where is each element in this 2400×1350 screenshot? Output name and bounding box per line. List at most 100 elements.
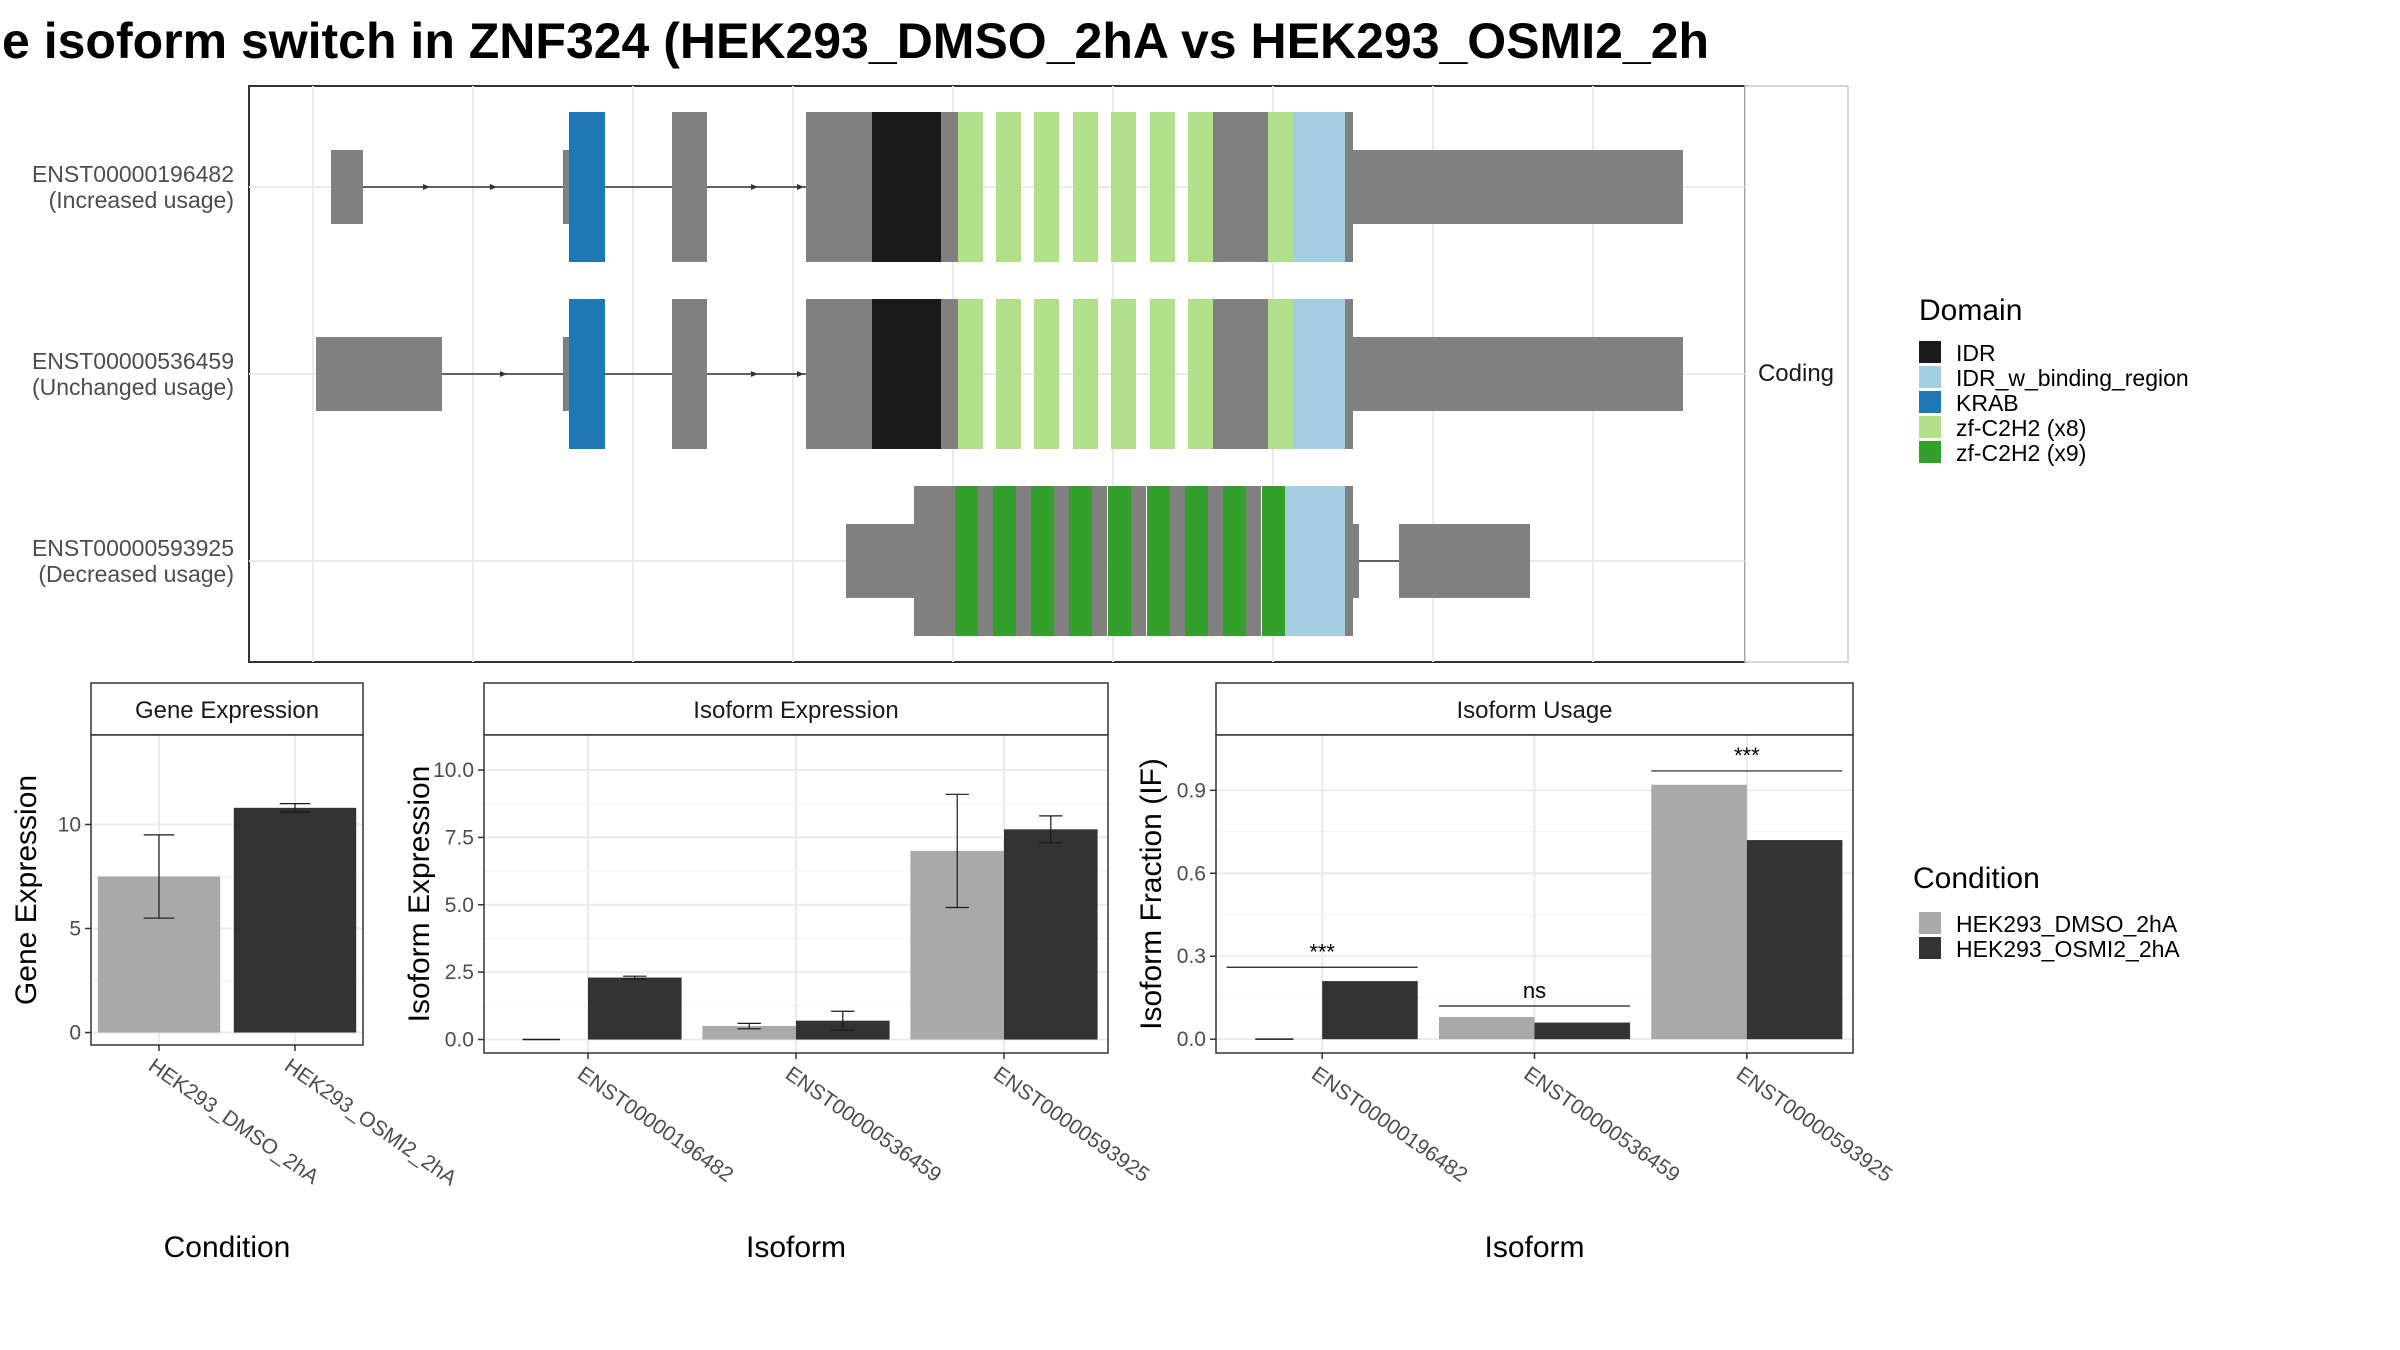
panel-strip-label: Gene Expression	[135, 697, 319, 724]
y-tick-label: 0.0	[1177, 1028, 1206, 1051]
tx3-zf-x9-8	[1223, 486, 1246, 636]
legend-label-krab: KRAB	[1956, 390, 2019, 416]
domain-legend: Domain IDR IDR_w_binding_region KRAB zf-…	[1919, 294, 2189, 466]
panel-border	[90, 734, 364, 1046]
tx2-cds-2	[1213, 299, 1268, 449]
tx2-exon-1	[316, 337, 442, 411]
gene-expression-panel: Gene Expression0510HEK293_DMSO_2hAHEK293…	[10, 682, 461, 1264]
tx1-intron-1-arrow-0	[423, 184, 430, 190]
tx3-cds-start	[914, 486, 955, 636]
tx1-zf-x8-5	[1111, 112, 1136, 262]
legend-key-idr	[1919, 341, 1941, 363]
tx2-idr-binding-domain	[1293, 299, 1345, 449]
tx2-krab-domain	[569, 299, 605, 449]
bar-HEK293_DMSO_2hA-ENST00000593925	[1651, 784, 1747, 1040]
bar-HEK293_OSMI2_2hA-ENST00000593925	[1004, 829, 1098, 1040]
tx1-cds-end	[1345, 112, 1353, 262]
transcript-label-2-id: ENST00000536459	[32, 348, 234, 374]
condition-legend-title: Condition	[1913, 862, 2040, 895]
x-tick-label: ENST00000196482	[573, 1062, 737, 1187]
tx1-zf-x8-3	[1034, 112, 1059, 262]
legend-label-dmso: HEK293_DMSO_2hA	[1956, 911, 2178, 937]
y-axis-title: Isoform Fraction (IF)	[1135, 758, 1168, 1030]
panel-strip	[90, 682, 364, 736]
tx1-cds-1	[941, 112, 958, 262]
figure-title: e isoform switch in ZNF324 (HEK293_DMSO_…	[2, 13, 1709, 69]
tx3-zf-x9-4	[1069, 486, 1092, 636]
y-tick-label: 10	[58, 813, 81, 836]
legend-label-zf-x9: zf-C2H2 (x9)	[1956, 440, 2086, 466]
legend-key-zf-x9	[1919, 441, 1941, 463]
tx1-zf-x8-1	[958, 112, 983, 262]
condition-legend: Condition HEK293_DMSO_2hA HEK293_OSMI2_2…	[1913, 862, 2180, 962]
legend-key-zf-x8	[1919, 416, 1941, 438]
bar-HEK293_OSMI2_2hA	[233, 807, 357, 1033]
isoform-usage-panel: Isoform Usage 0.0 0.3 0.6 0.9 *** ns *** ENST000…	[1135, 682, 1896, 1264]
tx1-krab-domain	[569, 112, 605, 262]
tx1-exon-1	[331, 150, 363, 224]
tx2-zf-x8-5	[1111, 299, 1136, 449]
tx2-zf-x8-3	[1034, 299, 1059, 449]
tx2-zf-x8-8	[1268, 299, 1293, 449]
tx3-linker-3	[1054, 486, 1069, 636]
tx2-zf-x8-6	[1150, 299, 1175, 449]
transcript-label-1-usage: (Increased usage)	[49, 187, 234, 213]
tx3-linker-4	[1092, 486, 1107, 636]
bar-HEK293_OSMI2_2hA-ENST00000593925	[1746, 840, 1843, 1040]
tx2-zf-x8-1	[958, 299, 983, 449]
tx1-zf-x8-4	[1073, 112, 1098, 262]
tx1-exon-4-start	[806, 112, 872, 262]
panel-strip-label: Isoform Usage	[1456, 697, 1612, 724]
legend-key-osmi2	[1919, 937, 1941, 959]
y-tick-label: 2.5	[445, 961, 474, 984]
y-tick-label: 0.6	[1177, 862, 1206, 885]
transcript-models	[316, 112, 1683, 636]
x-axis-title: Isoform	[1484, 1231, 1584, 1264]
legend-label-osmi2: HEK293_OSMI2_2hA	[1956, 936, 2180, 962]
legend-key-idr-binding	[1919, 366, 1941, 388]
bar-HEK293_OSMI2_2hA-ENST00000196482	[1322, 981, 1418, 1040]
tx3-linker-5	[1131, 486, 1146, 636]
transcript-label-3-usage: (Decreased usage)	[38, 561, 234, 587]
tx3-utr-3b	[1399, 524, 1530, 598]
y-tick-label: 0.3	[1177, 945, 1206, 968]
significance-label: ***	[1309, 939, 1335, 964]
y-tick-label: 5.0	[445, 894, 474, 917]
tx3-zf-x9-6	[1147, 486, 1170, 636]
tx1-intron-3-arrow-1	[797, 184, 804, 190]
x-tick-label: ENST00000593925	[989, 1062, 1153, 1187]
legend-key-dmso	[1919, 912, 1941, 934]
tx1-zf-x8-6	[1150, 112, 1175, 262]
tx1-zf-x8-7	[1188, 112, 1213, 262]
x-axis-title: Isoform	[746, 1231, 846, 1264]
x-axis-title: Condition	[164, 1231, 291, 1264]
tx3-linker-8	[1246, 486, 1261, 636]
tx1-zf-x8-2	[996, 112, 1021, 262]
bar-HEK293_DMSO_2hA-ENST00000536459	[1438, 1017, 1535, 1040]
tx1-utr-3	[1353, 150, 1683, 224]
y-tick-label: 7.5	[445, 826, 474, 849]
tx1-intron-3-arrow-0	[751, 184, 758, 190]
tx1-idr-domain	[872, 112, 941, 262]
legend-label-zf-x8: zf-C2H2 (x8)	[1956, 415, 2086, 441]
transcript-label-3-id: ENST00000593925	[32, 535, 234, 561]
tx3-linker-7	[1208, 486, 1223, 636]
legend-label-idr: IDR	[1956, 340, 1996, 366]
tx2-cds-end	[1345, 299, 1353, 449]
panel-strip	[483, 682, 1109, 736]
tx1-intron-1-arrow-1	[490, 184, 497, 190]
legend-label-idr-binding: IDR_w_binding_region	[1956, 365, 2189, 391]
tx1-exon-3	[672, 112, 707, 262]
tx2-idr-domain	[872, 299, 941, 449]
tx3-zf-x9-2	[993, 486, 1016, 636]
y-tick-label: 0	[69, 1022, 81, 1045]
y-tick-label: 0.9	[1177, 779, 1206, 802]
y-axis-title: Isoform Expression	[403, 766, 436, 1023]
tx3-zf-x9-3	[1031, 486, 1054, 636]
x-tick-label: ENST00000536459	[1520, 1062, 1684, 1187]
bar-HEK293_OSMI2_2hA-ENST00000196482	[588, 977, 682, 1040]
x-tick-label: ENST00000196482	[1307, 1062, 1471, 1187]
y-tick-label: 10.0	[433, 759, 474, 782]
tx2-intron-3-arrow-0	[751, 371, 758, 377]
